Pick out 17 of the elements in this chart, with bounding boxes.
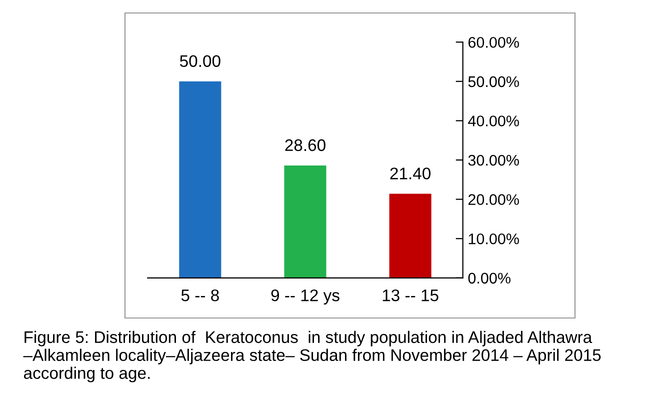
data-label: 50.00 — [180, 55, 220, 67]
bar — [389, 194, 432, 278]
bar — [284, 166, 326, 278]
caption: Figure 5: Distribution of Keratoconus in study population in Aljaded Althawra –Alkamleen locality–Aljazeera state– Sudan from November 2014 – April 2015 according to age. — [23, 330, 601, 382]
x-tick-label: 9 -- 12 ys — [271, 289, 340, 305]
x-tick-label: 5 -- 8 — [181, 289, 219, 302]
y-tick-label: 30.00% — [468, 154, 519, 166]
y-tick-label: 10.00% — [468, 233, 519, 244]
y-tick-label: 0.00% — [468, 272, 510, 284]
y-tick-label: 40.00% — [468, 116, 519, 126]
data-label: 21.40 — [390, 168, 431, 180]
bar — [179, 81, 222, 278]
y-tick-label: 60.00% — [468, 36, 519, 48]
y-tick-label: 50.00% — [468, 76, 519, 88]
y-tick-label: 20.00% — [468, 194, 519, 205]
x-tick-label: 13 -- 15 — [382, 289, 438, 302]
data-label: 28.60 — [285, 139, 326, 152]
